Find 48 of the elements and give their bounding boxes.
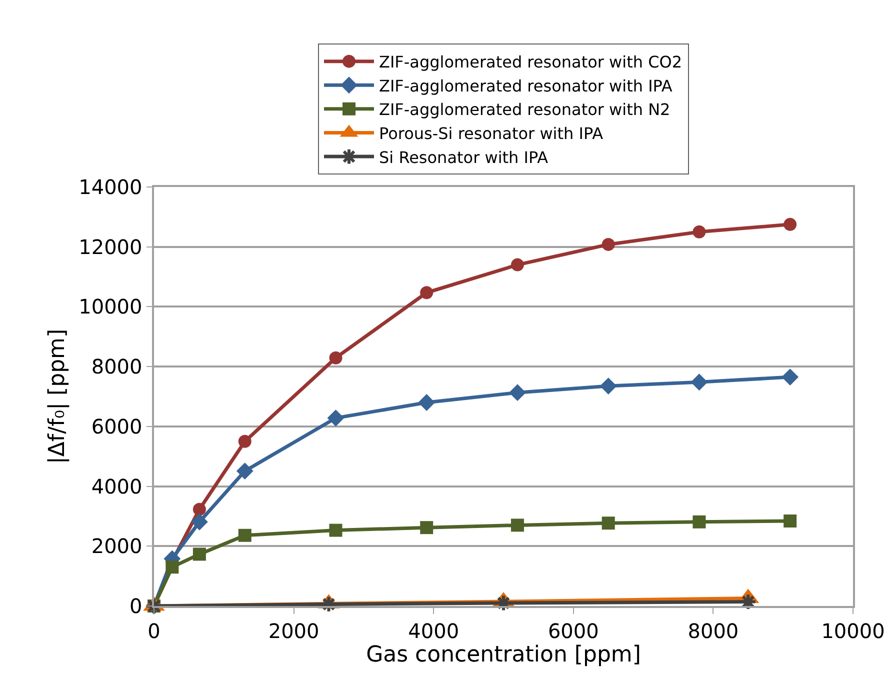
legend-label: Porous-Si resonator with IPA <box>379 124 604 143</box>
x-tick-label: 10000 <box>821 618 885 643</box>
point <box>190 513 208 530</box>
x-tick-label: 6000 <box>548 618 599 643</box>
y-axis-title: |Δf/f₀| [ppm] <box>44 328 70 464</box>
point <box>327 410 344 426</box>
point <box>509 384 526 402</box>
point <box>602 238 615 251</box>
x-tick-label: 0 <box>148 618 160 643</box>
x-tick-label: 8000 <box>688 618 739 643</box>
point <box>329 351 342 364</box>
point <box>192 548 206 561</box>
point <box>782 368 799 386</box>
point <box>690 374 708 391</box>
point <box>510 258 524 272</box>
legend-label: Si Resonator with IPA <box>379 148 548 167</box>
legend-label: ZIF-agglomerated resonator with CO2 <box>379 52 682 72</box>
legend-label: ZIF-agglomerated resonator with N2 <box>379 100 670 120</box>
legend-label: ZIF-agglomerated resonator with IPA <box>379 76 672 96</box>
point <box>320 596 338 613</box>
y-tick-label: 2000 <box>91 534 142 558</box>
y-tick-label: 6000 <box>91 414 142 438</box>
point <box>692 225 706 238</box>
y-tick-label: 4000 <box>91 474 142 498</box>
point <box>420 521 434 534</box>
point <box>418 394 436 411</box>
point <box>510 518 524 532</box>
y-tick-label: 8000 <box>91 354 142 379</box>
x-tick-label: 2000 <box>268 618 320 643</box>
y-tick-label: 10000 <box>78 294 142 319</box>
point <box>236 462 254 480</box>
point <box>329 524 342 537</box>
x-axis-title: Gas concentration [ppm] <box>366 642 641 668</box>
y-tick-label: 14000 <box>78 175 142 199</box>
point <box>739 593 757 611</box>
y-tick-label: 0 <box>130 594 142 618</box>
y-tick-label: 12000 <box>78 234 142 259</box>
point <box>784 514 797 528</box>
point <box>238 434 252 448</box>
point <box>420 286 434 300</box>
point <box>692 515 706 528</box>
point <box>784 218 797 231</box>
point <box>238 528 252 542</box>
point <box>600 378 617 394</box>
point <box>192 502 206 516</box>
point <box>602 516 615 530</box>
x-tick-label: 4000 <box>408 618 460 643</box>
point <box>166 560 179 574</box>
